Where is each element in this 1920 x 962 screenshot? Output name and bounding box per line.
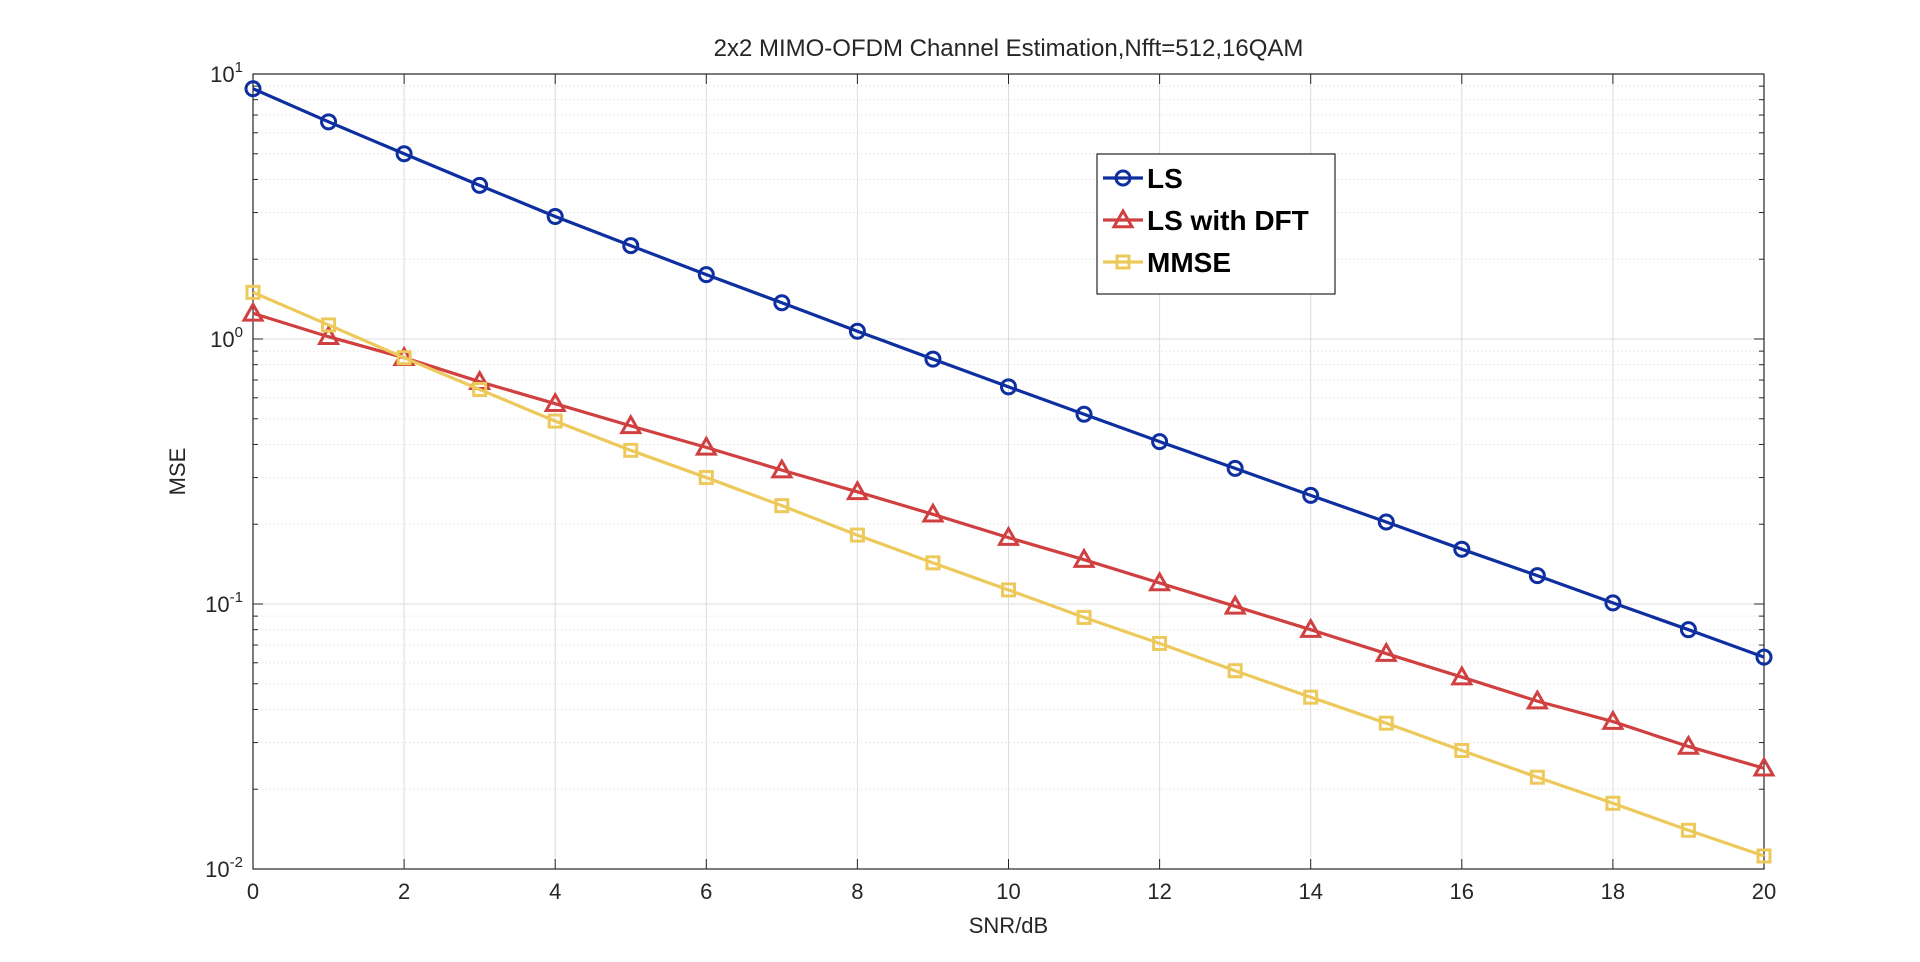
data-point bbox=[1075, 405, 1093, 423]
data-point bbox=[245, 284, 261, 300]
series-ls bbox=[244, 80, 1773, 666]
data-point bbox=[1226, 459, 1244, 477]
x-tick-label: 6 bbox=[700, 879, 712, 904]
data-point bbox=[1114, 169, 1132, 187]
data-point bbox=[1755, 648, 1773, 666]
data-point bbox=[547, 413, 563, 429]
data-point bbox=[471, 176, 489, 194]
data-point bbox=[1525, 689, 1549, 710]
data-point bbox=[1076, 609, 1092, 625]
legend: LS LS with DFT MMSE bbox=[1096, 153, 1336, 295]
x-axis-label: SNR/dB bbox=[969, 913, 1048, 938]
x-tick-label: 12 bbox=[1147, 879, 1171, 904]
data-point bbox=[623, 442, 639, 458]
series-lines bbox=[241, 80, 1776, 864]
legend-item: LS bbox=[1103, 163, 1183, 194]
data-point bbox=[321, 317, 337, 333]
legend-item: LS with DFT bbox=[1103, 205, 1309, 236]
data-point bbox=[770, 458, 794, 479]
data-point bbox=[1072, 547, 1096, 568]
series-line bbox=[252, 311, 1765, 770]
data-point bbox=[1302, 486, 1320, 504]
data-point bbox=[925, 555, 941, 571]
data-point bbox=[921, 502, 945, 523]
legend-label: MMSE bbox=[1147, 247, 1231, 278]
data-point bbox=[773, 294, 791, 312]
data-point bbox=[1223, 594, 1247, 615]
data-point bbox=[1303, 689, 1319, 705]
data-point bbox=[1679, 621, 1697, 639]
data-point bbox=[849, 527, 865, 543]
x-tick-label: 0 bbox=[247, 879, 259, 904]
data-point bbox=[1152, 635, 1168, 651]
data-point bbox=[924, 350, 942, 368]
data-point bbox=[244, 80, 262, 98]
x-tick-label: 8 bbox=[851, 879, 863, 904]
x-tick-label: 14 bbox=[1298, 879, 1322, 904]
x-tick-label: 10 bbox=[996, 879, 1020, 904]
data-point bbox=[1151, 433, 1169, 451]
y-tick-label: 10-2 bbox=[205, 854, 243, 882]
data-point bbox=[1604, 594, 1622, 612]
data-point bbox=[1529, 769, 1545, 785]
data-point bbox=[848, 322, 866, 340]
y-tick-label: 10-1 bbox=[205, 589, 243, 617]
data-point bbox=[1115, 254, 1131, 270]
data-point bbox=[395, 145, 413, 163]
data-point bbox=[472, 381, 488, 397]
data-point bbox=[316, 324, 341, 345]
legend-item: MMSE bbox=[1103, 247, 1231, 278]
data-point bbox=[1680, 822, 1696, 838]
data-point bbox=[1299, 617, 1323, 638]
data-point bbox=[1756, 848, 1772, 864]
data-point bbox=[1001, 582, 1016, 598]
data-point bbox=[1676, 734, 1701, 755]
data-point bbox=[697, 266, 715, 284]
chart-title: 2x2 MIMO-OFDM Channel Estimation,Nfft=51… bbox=[714, 35, 1304, 62]
series-mmse bbox=[245, 284, 1772, 864]
data-point bbox=[1148, 570, 1172, 592]
data-point bbox=[320, 113, 338, 131]
legend-label: LS with DFT bbox=[1147, 205, 1309, 236]
y-axis-label: MSE bbox=[165, 448, 190, 496]
data-point bbox=[543, 391, 567, 412]
data-point bbox=[774, 498, 790, 514]
x-tick-label: 20 bbox=[1752, 879, 1776, 904]
data-point bbox=[694, 435, 718, 456]
data-point bbox=[396, 350, 412, 366]
data-point bbox=[1374, 641, 1398, 662]
data-point bbox=[1605, 795, 1621, 811]
data-point bbox=[1454, 743, 1470, 759]
x-tick-label: 18 bbox=[1601, 879, 1625, 904]
x-tick-label: 4 bbox=[549, 879, 561, 904]
data-point bbox=[1000, 378, 1017, 396]
data-point bbox=[1377, 513, 1395, 531]
data-point bbox=[546, 207, 564, 225]
data-point bbox=[1752, 756, 1776, 777]
data-point bbox=[1601, 709, 1625, 730]
x-tick-label: 16 bbox=[1450, 879, 1474, 904]
series-line bbox=[252, 87, 1765, 659]
data-point bbox=[1227, 663, 1243, 679]
data-point bbox=[241, 301, 265, 322]
data-point bbox=[1111, 207, 1135, 229]
data-point bbox=[619, 413, 643, 435]
data-point bbox=[1450, 665, 1474, 686]
data-point bbox=[1378, 715, 1394, 731]
legend-label: LS bbox=[1147, 163, 1183, 194]
axis-ticks: 0 2 4 6 8 10 12 14 16 18 20 101 100 10-1 10-2 bbox=[205, 59, 1776, 904]
y-tick-label: 100 bbox=[210, 324, 243, 352]
series-line bbox=[252, 290, 1765, 858]
data-point bbox=[698, 470, 714, 486]
data-point bbox=[1453, 540, 1471, 558]
y-tick-label: 101 bbox=[210, 59, 243, 87]
data-point bbox=[622, 237, 640, 255]
data-point bbox=[845, 479, 869, 501]
x-tick-label: 2 bbox=[398, 879, 410, 904]
data-point bbox=[996, 525, 1021, 546]
data-point bbox=[1528, 567, 1546, 585]
